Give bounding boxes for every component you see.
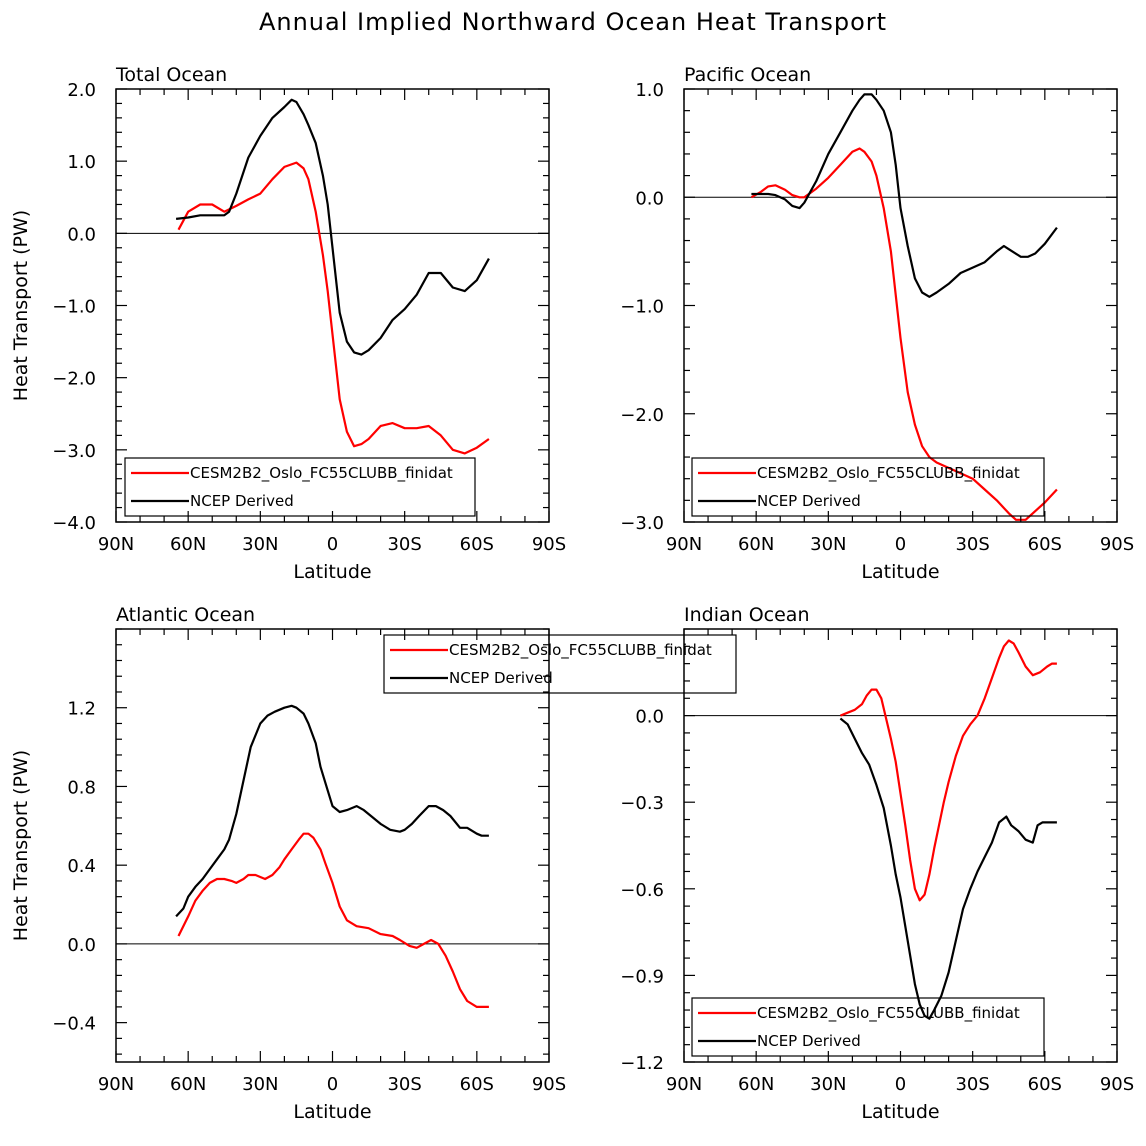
y-axis-title: Heat Transport (PW) [10,210,32,401]
legend-label: CESM2B2_Oslo_FC55CLUBB_finidat [449,641,712,660]
x-tick-label: 0 [895,534,906,555]
x-tick-label: 90N [666,1074,702,1095]
panel-title: Pacific Ocean [684,64,811,86]
plot-frame [683,628,1118,1063]
y-tick-label: 2.0 [67,80,96,101]
series-line-ncep [839,717,1057,1020]
x-tick-label: 30S [955,534,989,555]
x-tick-label: 30S [387,534,421,555]
plot-frame [115,88,550,523]
y-tick-label: −1.0 [52,297,96,318]
x-tick-label: 60N [170,1074,206,1095]
x-tick-label: 90N [98,534,134,555]
x-tick-label: 30N [242,1074,278,1095]
legend-label: NCEP Derived [449,669,553,687]
panel-pacific-ocean: 90N 60N 30N 0 30S 60S 90S −3.0 −2.0 −1.0 0.0 1.0 Pac… [620,64,1134,583]
series-line-ncep [175,704,489,918]
series-line-model [839,639,1057,902]
legend-label: NCEP Derived [757,1032,861,1050]
x-tick-label: 0 [327,534,338,555]
x-axis-title: Latitude [293,1101,371,1123]
x-tick-label: 60N [170,534,206,555]
x-tick-label: 60S [1028,534,1062,555]
x-tick-label: 90N [666,534,702,555]
x-tick-label: 60S [460,534,494,555]
plot-frame [115,628,550,1063]
legend-layer: CESM2B2_Oslo_FC55CLUBB_finidat NCEP Deriv… [124,457,1045,1057]
legend-label: CESM2B2_Oslo_FC55CLUBB_finidat [190,464,453,483]
legend-label: CESM2B2_Oslo_FC55CLUBB_finidat [757,1004,1020,1023]
y-tick-label: −0.6 [620,880,664,901]
y-tick-label: 1.2 [67,699,96,720]
series-line-model [177,161,490,455]
y-tick-label: 1.0 [635,80,664,101]
y-tick-label: 1.0 [67,152,96,173]
y-tick-label: 0.0 [67,935,96,956]
y-tick-label: −2.0 [620,405,664,426]
y-tick-label: 0.0 [635,188,664,209]
x-tick-label: 90N [98,1074,134,1095]
figure-title: Annual Implied Northward Ocean Heat Tran… [258,8,888,36]
legend-box [691,997,1045,1057]
x-tick-label: 60N [738,1074,774,1095]
y-axis-title: Heat Transport (PW) [10,750,32,941]
y-tick-label: 0.4 [67,856,96,877]
plot-frame [683,88,1118,523]
legend-label: NCEP Derived [757,492,861,510]
panel-indian-ocean: 90N 60N 30N 0 30S 60S 90S −1.2 −0.9 −0.6 −0.3 0.0 In… [620,604,1134,1123]
y-tick-label: −2.0 [52,369,96,390]
y-tick-label: −1.0 [620,297,664,318]
x-tick-label: 30S [387,1074,421,1095]
legend-label: CESM2B2_Oslo_FC55CLUBB_finidat [757,464,1020,483]
x-tick-label: 30N [810,1074,846,1095]
x-tick-label: 0 [327,1074,338,1095]
legend: CESM2B2_Oslo_FC55CLUBB_finidat NCEP Deriv… [124,457,476,517]
y-tick-label: −0.4 [52,1014,96,1035]
y-tick-label: −1.2 [620,1053,664,1074]
legend-box [124,457,476,517]
x-tick-label: 90S [532,1074,566,1095]
y-tick-label: −3.0 [52,441,96,462]
y-tick-label: 0.0 [67,224,96,245]
x-tick-label: 90S [532,534,566,555]
y-tick-label: −4.0 [52,513,96,534]
legend-box [383,634,737,694]
x-tick-label: 60N [738,534,774,555]
y-tick-label: −3.0 [620,513,664,534]
x-tick-label: 60S [460,1074,494,1095]
x-tick-label: 30N [242,534,278,555]
legend: CESM2B2_Oslo_FC55CLUBB_finidat NCEP Deriv… [383,634,737,694]
x-tick-label: 90S [1100,1074,1134,1095]
panel-title: Atlantic Ocean [116,604,255,626]
x-tick-label: 60S [1028,1074,1062,1095]
panel-total-ocean: 90N 60N 30N 0 30S 60S 90S −4.0 −3.0 −2.0 −1.0 0.0 1.… [10,64,566,583]
series-line-ncep [175,98,490,356]
x-tick-label: 0 [895,1074,906,1095]
x-axis-title: Latitude [861,561,939,583]
panel-title: Total Ocean [115,64,227,86]
series-line-model [750,147,1058,521]
x-axis-title: Latitude [293,561,371,583]
y-tick-label: −0.3 [620,793,664,814]
series-line-model [177,832,489,1009]
y-tick-label: 0.8 [67,777,96,798]
panel-title: Indian Ocean [684,604,810,626]
legend: CESM2B2_Oslo_FC55CLUBB_finidat NCEP Deriv… [691,997,1045,1057]
legend-box [691,457,1045,517]
legend: CESM2B2_Oslo_FC55CLUBB_finidat NCEP Deriv… [691,457,1045,517]
x-tick-label: 30N [810,534,846,555]
legend-label: NCEP Derived [190,492,294,510]
x-tick-label: 90S [1100,534,1134,555]
y-tick-label: −0.9 [620,966,664,987]
x-tick-label: 30S [955,1074,989,1095]
y-tick-label: 0.0 [635,707,664,728]
series-line-ncep [751,93,1058,298]
x-axis-title: Latitude [861,1101,939,1123]
